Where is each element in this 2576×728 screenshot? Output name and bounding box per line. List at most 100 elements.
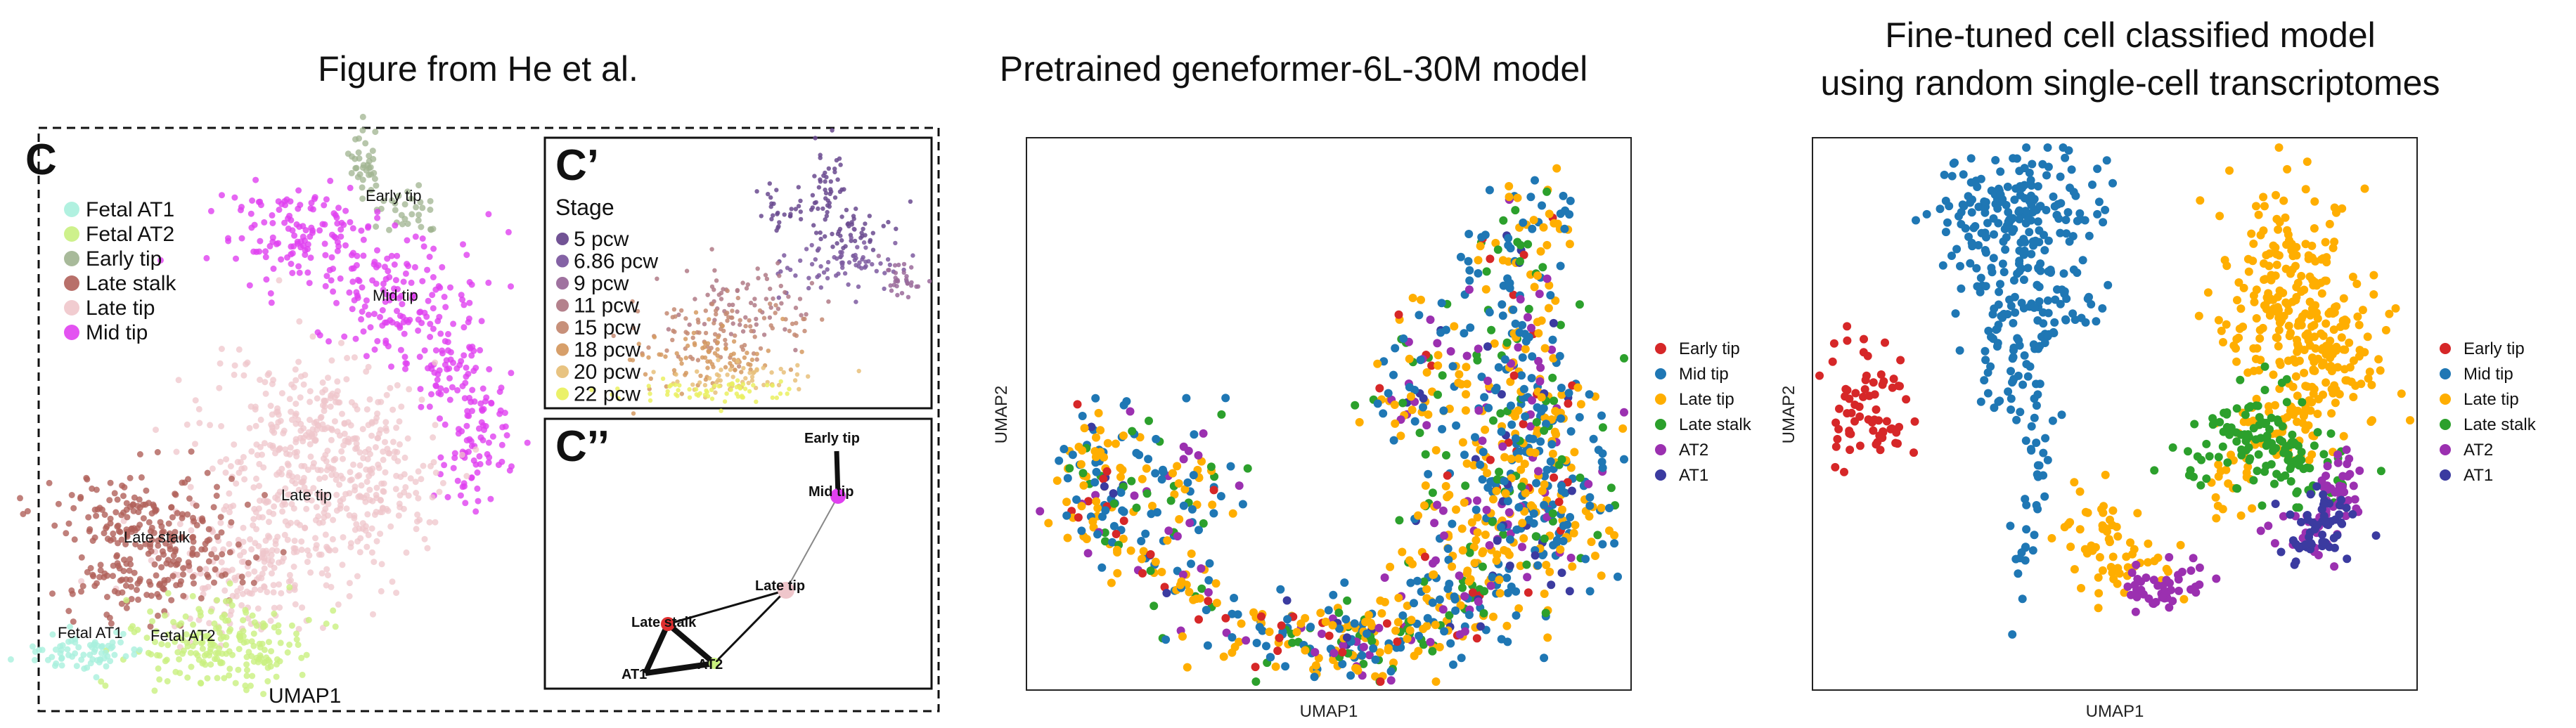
finetuned-point-at1	[2305, 533, 2314, 542]
panel-c-prime-point	[771, 201, 776, 207]
pretrained-point-at2	[1235, 481, 1244, 490]
panel-c-point-mid-tip	[430, 305, 437, 312]
panel-c-point-mid-tip	[371, 259, 378, 266]
pretrained-point-late-tip	[1185, 587, 1194, 597]
pretrained-point-early-tip	[1251, 663, 1260, 672]
finetuned-point-mid-tip	[2093, 209, 2102, 219]
finetuned-point-at1	[2271, 500, 2280, 508]
panel-c-point-late-tip	[310, 460, 317, 467]
panel-c-point-late-tip	[333, 472, 340, 479]
panel-c-point-fetal-at2	[155, 665, 162, 672]
pretrained-point-late-stalk	[1606, 483, 1616, 493]
finetuned-point-mid-tip	[2061, 316, 2071, 325]
finetuned-point-late-stalk	[2241, 436, 2250, 446]
finetuned-point-mid-tip	[2098, 304, 2107, 313]
panel-c-point-late-tip	[207, 422, 214, 429]
pretrained-point-late-stalk	[1575, 300, 1584, 309]
pretrained-point-late-tip	[1422, 621, 1431, 630]
panel-c-point-fetal-at2	[222, 598, 229, 604]
finetuned-point-mid-tip	[2102, 156, 2111, 165]
panel-c-prime-point	[714, 308, 719, 313]
finetuned-point-late-tip	[2355, 320, 2364, 330]
panel-c-prime-point	[826, 299, 831, 304]
finetuned-point-late-stalk	[2267, 460, 2276, 469]
panel-c-prime-point	[712, 268, 717, 273]
finetuned-point-late-tip	[2083, 508, 2092, 517]
finetuned-point-late-tip	[2232, 357, 2241, 366]
panel-c-point-mid-tip	[233, 255, 239, 262]
pretrained-point-mid-tip	[1443, 544, 1453, 553]
pretrained-point-late-tip	[1139, 547, 1148, 556]
pretrained-point-mid-tip	[1548, 335, 1557, 344]
panel-c-point-late-tip	[226, 540, 233, 547]
panel-c-point-fetal-at2	[207, 646, 214, 653]
panel-c-prime-point	[631, 325, 636, 330]
panel-c-prime-point	[687, 395, 693, 400]
panel-c-point-late-stalk	[118, 512, 125, 519]
panel-c-prime-point	[746, 362, 751, 367]
panel-c-point-late-tip	[336, 399, 343, 406]
panel-c-legend-label: Early tip	[86, 247, 162, 271]
finetuned-point-at1	[2313, 521, 2322, 530]
panel-c-prime-point	[749, 375, 755, 379]
pretrained-point-late-tip	[1052, 476, 1062, 485]
finetuned-point-late-tip	[2313, 410, 2322, 418]
panel-c-point-late-tip	[288, 416, 295, 423]
panel-c-prime-point	[739, 370, 744, 375]
panel-c-point-late-stalk	[198, 546, 205, 553]
panel-c-point-late-tip	[276, 604, 283, 611]
panel-c-point-late-tip	[316, 475, 323, 482]
panel-c-prime-point	[846, 260, 852, 265]
panel-c-prime-point	[690, 382, 695, 387]
panel-c-prime-point	[793, 273, 798, 278]
panel-c-prime-point	[703, 330, 709, 336]
panel-c-point-late-stalk	[180, 592, 187, 599]
pretrained-point-mid-tip	[1216, 492, 1225, 501]
finetuned-point-mid-tip	[2035, 379, 2044, 389]
panel-c-prime-point	[754, 189, 759, 194]
panel-c-prime-point	[709, 396, 715, 401]
panel-c-point-mid-tip	[442, 338, 449, 345]
panel-c-point-late-tip	[240, 538, 247, 545]
panel-c-prime-point	[730, 302, 735, 307]
finetuned-point-mid-tip	[1952, 245, 1962, 254]
graph-node-mid-tip	[830, 488, 846, 504]
panel-c-point-late-tip	[236, 346, 243, 353]
panel-c-prime-point	[715, 340, 720, 345]
finetuned-point-late-tip	[2304, 251, 2313, 260]
pretrained-point-late-stalk	[1445, 611, 1454, 620]
panel-c-point-late-tip	[292, 420, 300, 427]
pretrained-point-late-tip	[1571, 521, 1580, 530]
panel-c-prime-point	[768, 286, 773, 292]
panel-c-point-mid-tip	[253, 248, 260, 255]
panel-c-point-late-tip	[371, 559, 378, 566]
panel-c-prime-point	[646, 384, 651, 389]
panel-c-point-late-stalk	[84, 476, 91, 483]
panel-c-point-late-tip	[287, 444, 294, 451]
panel-c-prime-point	[836, 271, 841, 276]
panel-c-point-late-tip	[202, 566, 210, 573]
pretrained-point-late-stalk	[1251, 677, 1261, 686]
cluster-label-fetal-at2: Fetal AT2	[150, 627, 216, 644]
panel-c-point-mid-tip	[469, 386, 476, 394]
finetuned-point-late-tip	[2265, 249, 2274, 258]
pretrained-point-mid-tip	[1585, 390, 1594, 399]
panel-c-point-late-tip	[238, 602, 245, 609]
panel-c-point-mid-tip	[397, 324, 404, 331]
finetuned-point-mid-tip	[1938, 261, 1947, 270]
pretrained-point-late-tip	[1420, 501, 1429, 510]
pretrained-point-mid-tip	[1335, 624, 1344, 633]
panel-c-point-late-stalk	[120, 568, 127, 575]
panel-c-point-late-stalk	[147, 541, 154, 548]
finetuned-point-late-tip	[2325, 219, 2334, 228]
panel-c-point-mid-tip	[508, 370, 515, 377]
finetuned-point-at2	[2330, 562, 2339, 571]
panel-c-prime-point	[742, 355, 747, 360]
finetuned-point-late-stalk	[2265, 424, 2274, 434]
pretrained-point-mid-tip	[1209, 509, 1218, 518]
pretrained-point-mid-tip	[1098, 512, 1107, 521]
pretrained-point-late-stalk	[1532, 417, 1541, 427]
finetuned-point-late-tip	[2236, 304, 2246, 313]
panel-c-point-late-tip	[304, 496, 311, 503]
